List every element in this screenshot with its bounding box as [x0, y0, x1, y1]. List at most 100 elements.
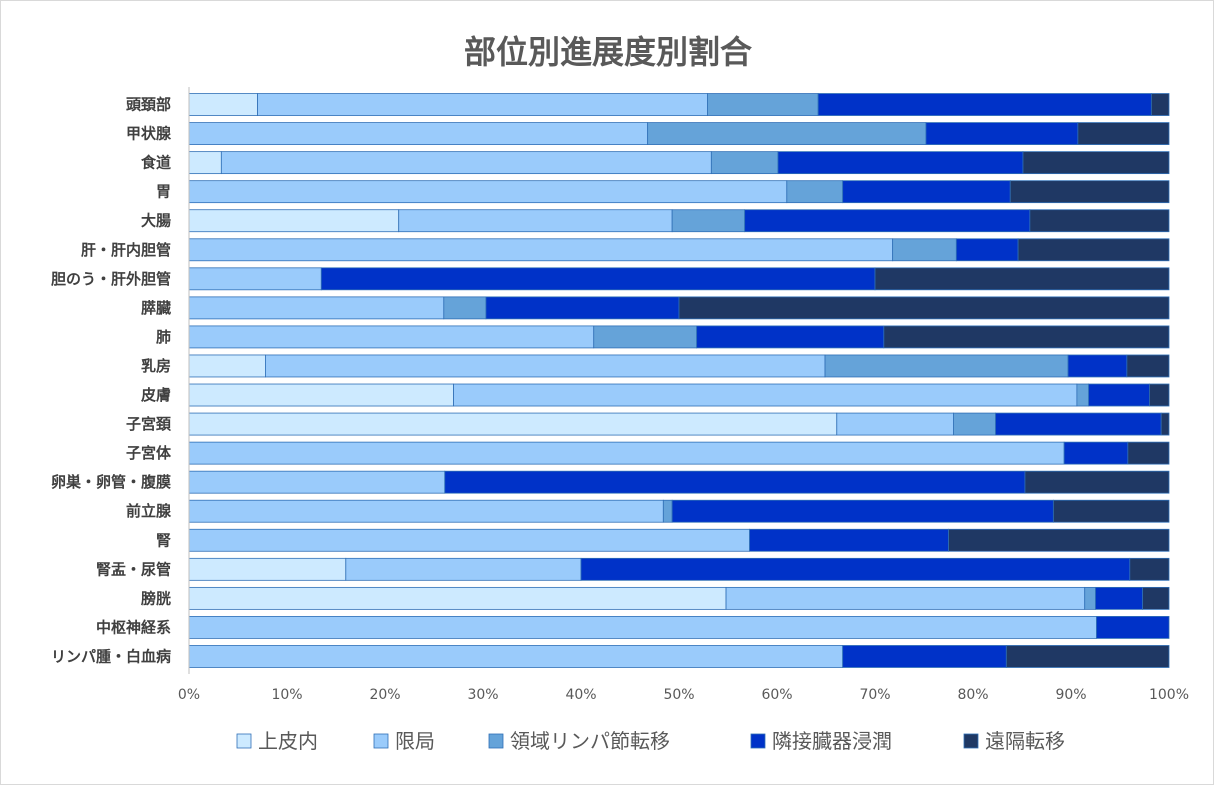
- bar-7-series-2: [443, 296, 487, 320]
- category-label: 腎: [156, 531, 171, 549]
- bar-11-series-4: [1160, 412, 1170, 436]
- category-label: 大腸: [141, 212, 171, 230]
- bar-0-series-2: [707, 93, 819, 116]
- x-tick-label: 50%: [663, 687, 694, 703]
- bar-13-series-3: [444, 470, 1026, 494]
- x-tick-label: 60%: [761, 687, 792, 703]
- category-label: 中枢神経系: [96, 618, 171, 636]
- legend: 上皮内 限局 領域リンパ節転移 隣接臓器浸潤 遠隔転移: [236, 729, 1065, 753]
- legend-swatch: [373, 733, 389, 749]
- category-label: 卵巣・卵管・腹膜: [51, 473, 171, 491]
- bar-5-series-2: [892, 238, 957, 262]
- category-label: 前立腺: [126, 502, 172, 520]
- category-label: 乳房: [141, 357, 171, 375]
- bar-9-series-2: [824, 354, 1069, 378]
- bar-12-series-3: [1063, 441, 1129, 465]
- category-label: 肺: [156, 328, 171, 346]
- bars-group: [188, 93, 1170, 668]
- bar-14-series-3: [671, 499, 1054, 523]
- bar-0-series-4: [1150, 93, 1170, 116]
- legend-item: 隣接臓器浸潤: [750, 729, 892, 753]
- bar-16-series-4: [1129, 557, 1170, 581]
- category-label: 皮膚: [141, 386, 171, 404]
- category-label: 肝・肝内胆管: [81, 241, 171, 259]
- bar-4-series-3: [744, 209, 1031, 233]
- category-label: 食道: [141, 154, 171, 172]
- chart-title: 部位別進展度別割合: [464, 33, 752, 71]
- bar-11-series-2: [953, 412, 996, 436]
- bar-9-series-4: [1126, 354, 1170, 378]
- bar-16-series-0: [188, 557, 347, 581]
- bar-19-series-3: [842, 645, 1007, 668]
- bar-8-series-1: [188, 325, 595, 349]
- bar-16-series-1: [345, 557, 582, 581]
- legend-label: 隣接臓器浸潤: [772, 729, 892, 753]
- bar-17-series-4: [1142, 586, 1170, 610]
- x-tick-label: 90%: [1055, 687, 1086, 703]
- x-tick-label: 20%: [369, 687, 400, 703]
- bar-11-series-0: [188, 412, 838, 436]
- legend-item: 遠隔転移: [963, 729, 1065, 753]
- bar-1-series-2: [647, 122, 927, 145]
- bar-17-series-1: [725, 586, 1086, 610]
- bar-4-series-4: [1029, 209, 1170, 233]
- bar-3-series-3: [842, 180, 1011, 204]
- category-label: 膵臓: [141, 299, 171, 317]
- bar-19-series-1: [188, 645, 844, 668]
- bar-10-series-1: [453, 383, 1078, 407]
- bar-17-series-3: [1095, 586, 1143, 610]
- category-label: 子宮体: [126, 444, 172, 462]
- bar-5-series-1: [188, 238, 894, 262]
- bar-5-series-4: [1017, 238, 1170, 262]
- category-label: 頭頚部: [126, 96, 171, 114]
- bar-18-series-1: [188, 616, 1097, 639]
- category-label: 胃: [156, 183, 171, 201]
- bar-2-series-0: [188, 151, 222, 175]
- bar-8-series-3: [696, 325, 885, 349]
- bar-2-series-4: [1022, 151, 1170, 175]
- bar-3-series-2: [786, 180, 844, 204]
- bar-0-series-0: [188, 93, 258, 116]
- bar-3-series-1: [188, 180, 788, 204]
- bar-14-series-2: [662, 499, 673, 523]
- bar-7-series-3: [485, 296, 680, 320]
- bar-0-series-1: [257, 93, 708, 116]
- legend-swatch: [750, 733, 766, 749]
- bar-1-series-3: [925, 122, 1079, 145]
- bar-9-series-0: [188, 354, 266, 378]
- bar-11-series-3: [995, 412, 1162, 436]
- bar-7-series-1: [188, 296, 445, 320]
- bar-6-series-3: [320, 267, 876, 291]
- x-tick-label: 70%: [859, 687, 890, 703]
- category-labels: 頭頚部甲状腺食道胃大腸肝・肝内胆管胆のう・肝外胆管膵臓肺乳房皮膚子宮頚子宮体卵巣…: [51, 96, 172, 666]
- bar-1-series-4: [1077, 122, 1170, 145]
- x-tick-label: 30%: [467, 687, 498, 703]
- bar-6-series-1: [188, 267, 322, 291]
- bar-10-series-3: [1088, 383, 1150, 407]
- category-label: リンパ腫・白血病: [51, 647, 171, 665]
- bar-16-series-3: [580, 557, 1131, 581]
- bar-15-series-1: [188, 528, 750, 552]
- bar-5-series-3: [955, 238, 1019, 262]
- bar-8-series-2: [593, 325, 698, 349]
- bar-3-series-4: [1009, 180, 1170, 204]
- legend-label: 領域リンパ節転移: [510, 729, 670, 753]
- bar-4-series-0: [188, 209, 400, 233]
- bar-15-series-4: [948, 528, 1170, 552]
- bar-9-series-1: [265, 354, 826, 378]
- bar-2-series-1: [220, 151, 712, 175]
- x-tick-label: 80%: [957, 687, 988, 703]
- bar-11-series-1: [836, 412, 954, 436]
- bar-2-series-2: [710, 151, 779, 175]
- bar-14-series-4: [1052, 499, 1170, 523]
- legend-label: 遠隔転移: [985, 729, 1065, 753]
- bar-19-series-4: [1005, 645, 1170, 668]
- bar-13-series-1: [188, 470, 446, 494]
- bar-10-series-0: [188, 383, 455, 407]
- bar-14-series-1: [188, 499, 664, 523]
- bar-1-series-1: [188, 122, 649, 145]
- bar-12-series-4: [1127, 441, 1170, 465]
- bar-15-series-3: [749, 528, 949, 552]
